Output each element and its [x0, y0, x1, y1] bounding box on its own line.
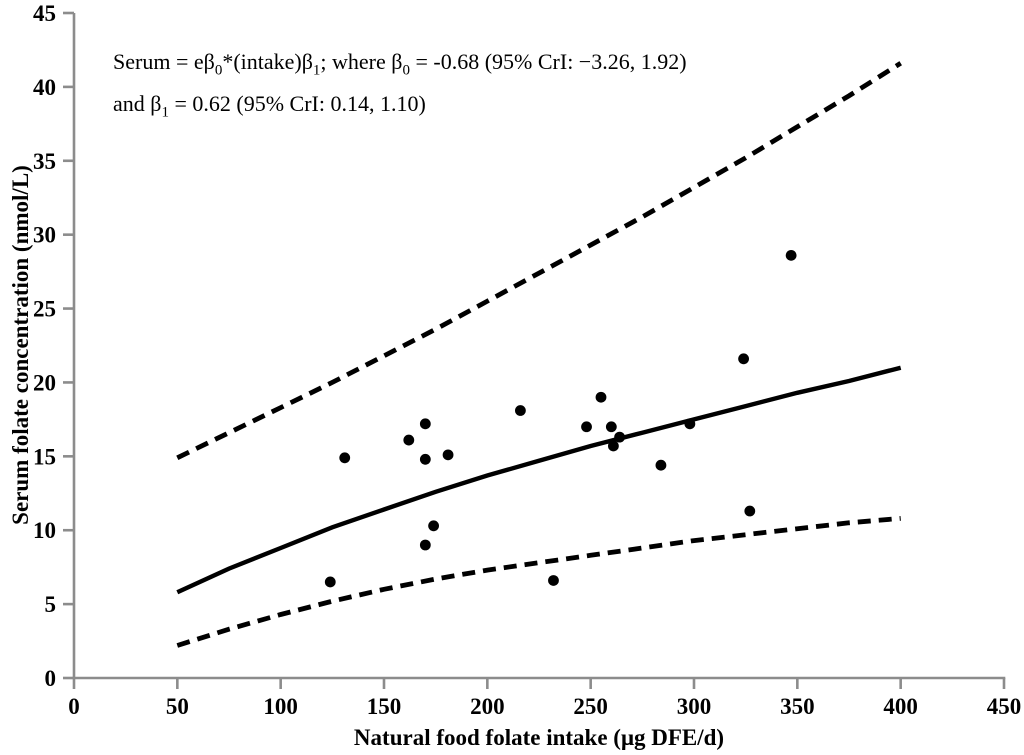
x-tick-label: 400 [883, 694, 918, 719]
annotation-text: Serum = eβ [113, 49, 215, 74]
x-tick-label: 450 [987, 694, 1022, 719]
x-tick-label: 150 [367, 694, 402, 719]
y-tick-label: 45 [33, 1, 56, 26]
lower-95-cri-curve [176, 516, 901, 648]
data-point [419, 539, 431, 551]
data-point [684, 418, 696, 430]
data-point [655, 459, 667, 471]
annotation-text: *(intake)β [222, 49, 313, 74]
data-point [608, 440, 619, 452]
x-tick-label: 0 [68, 694, 80, 719]
annotation-text: and β [113, 91, 162, 116]
x-tick-label: 200 [470, 694, 505, 719]
data-point [605, 421, 617, 433]
y-tick-label: 20 [33, 370, 56, 395]
annotation-subscript: 1 [161, 104, 169, 121]
fitted-curve [176, 365, 902, 595]
y-tick-label: 5 [45, 592, 57, 617]
data-point [419, 453, 431, 465]
data-point [339, 452, 351, 464]
y-tick-label: 25 [33, 297, 56, 322]
x-tick-label: 250 [573, 694, 608, 719]
x-axis-title: Natural food folate intake (μg DFE/d) [353, 725, 725, 750]
annotation-subscript: 0 [402, 62, 410, 79]
annotation-text: = 0.62 (95% CrI: 0.14, 1.10) [168, 91, 426, 116]
data-point [614, 431, 625, 443]
data-point [744, 505, 756, 517]
data-point [515, 405, 526, 416]
data-point [738, 353, 749, 365]
x-tick-label: 300 [677, 694, 712, 719]
x-tick-label: 50 [166, 694, 189, 719]
y-tick-label: 0 [45, 666, 57, 691]
y-tick-label: 35 [33, 149, 56, 174]
annotation-line: Serum = eβ0*(intake)β1; where β0 = -0.68… [113, 41, 687, 83]
x-tick-label: 100 [263, 694, 298, 719]
data-point [785, 249, 797, 261]
data-point [324, 576, 336, 588]
scatter-points [324, 249, 797, 588]
y-tick-label: 10 [33, 518, 56, 543]
annotation-subscript: 1 [312, 62, 321, 79]
y-axis-title: Serum folate concentration (nmol/L) [8, 165, 33, 525]
data-point [442, 449, 454, 461]
model-equation-annotation: Serum = eβ0*(intake)β1; where β0 = -0.68… [113, 41, 687, 125]
annotation-subscript: 0 [214, 62, 223, 79]
annotation-text: ; where β [320, 49, 403, 74]
tick-labels: 0 50 100 150 200 250 300 350 400 4500510152025303… [33, 1, 1021, 719]
y-tick-label: 30 [33, 223, 56, 248]
x-tick-label: 350 [780, 694, 815, 719]
data-point [419, 418, 431, 430]
annotation-line: and β1 = 0.62 (95% CrI: 0.14, 1.10) [113, 83, 687, 125]
data-point [595, 391, 607, 403]
annotation-text: = -0.68 (95% CrI: −3.26, 1.92) [409, 49, 687, 74]
axes [63, 11, 1006, 689]
data-point [581, 421, 592, 433]
data-point [548, 575, 559, 586]
y-tick-label: 40 [33, 75, 56, 100]
data-point [403, 434, 415, 446]
data-point [428, 520, 439, 532]
y-tick-label: 15 [33, 444, 56, 469]
upper-95-cri-curve [176, 61, 902, 460]
